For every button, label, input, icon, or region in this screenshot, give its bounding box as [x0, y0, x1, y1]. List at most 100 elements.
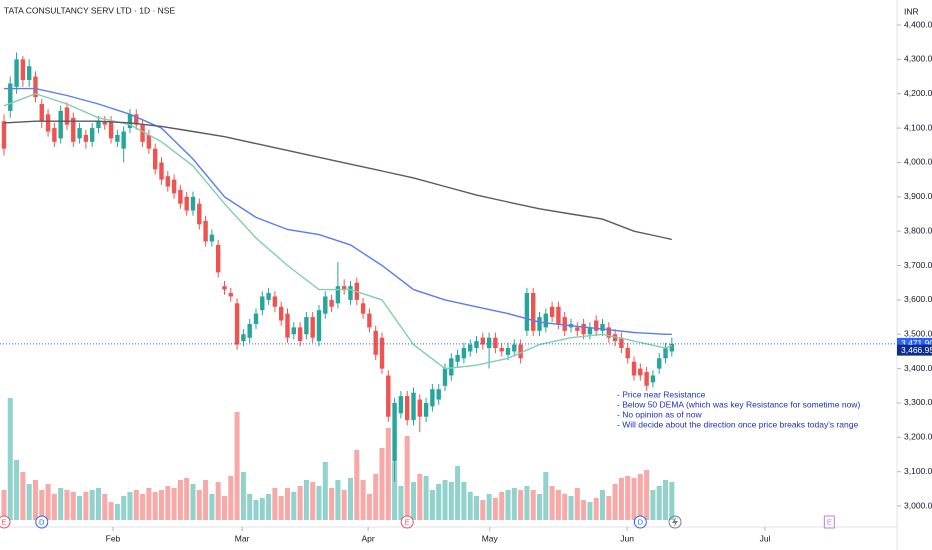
candle [184, 191, 189, 216]
y-tick-label: 4,300.00 [904, 54, 932, 64]
candle [102, 116, 107, 130]
candle [461, 342, 467, 364]
candle [71, 112, 76, 147]
candle-body [83, 134, 89, 142]
volume-bar [392, 462, 398, 520]
candle [631, 356, 637, 381]
candle [190, 191, 196, 216]
candle-body [360, 303, 366, 314]
candle-body [600, 323, 605, 331]
volume-bar [140, 494, 146, 520]
volume-bar [215, 482, 221, 520]
event-marker[interactable]: E [400, 515, 414, 529]
y-tick-label: 3,500.00 [904, 329, 932, 339]
moving-average-line [3, 120, 672, 241]
volume-bar [637, 474, 643, 520]
candle-body [594, 320, 599, 331]
volume-bar [656, 486, 662, 520]
candle [657, 353, 662, 374]
candle-body [467, 344, 473, 352]
candle-body [165, 176, 170, 187]
candle [297, 322, 303, 347]
candle [650, 370, 656, 388]
candle [505, 342, 511, 361]
candle [600, 318, 605, 336]
event-label: E [827, 517, 832, 526]
volume-bar [114, 504, 120, 520]
event-circle [633, 515, 647, 529]
event-marker[interactable]: D [633, 515, 647, 529]
candle [455, 349, 460, 367]
volume-bar [631, 478, 637, 520]
candle-body [8, 83, 13, 111]
volume-bar [108, 502, 114, 520]
candle-body [556, 306, 561, 324]
volume-bar [461, 482, 467, 520]
candle-body [367, 313, 372, 328]
candle [549, 301, 555, 323]
candle [26, 59, 32, 87]
candle-body [121, 131, 126, 149]
event-marker[interactable]: E [0, 515, 11, 529]
candle-body [518, 344, 523, 359]
event-marker[interactable]: D [35, 515, 49, 529]
candle [316, 305, 322, 347]
candle [165, 171, 170, 192]
volume-bar [209, 494, 215, 520]
volume-bar [297, 486, 303, 520]
candle-body [669, 343, 675, 352]
candle [134, 109, 139, 130]
candle-body [260, 296, 265, 311]
candle [398, 390, 404, 419]
event-circle [0, 515, 11, 529]
candle-body [190, 196, 196, 211]
candle-body [392, 402, 397, 462]
candle-body [562, 317, 567, 331]
volume-bar [77, 496, 83, 520]
volume-bar [127, 492, 133, 520]
candle-body [304, 317, 309, 335]
y-tick-label: 3,100.00 [904, 466, 932, 476]
annotation-line: - Below 50 DEMA (which was key Resistanc… [617, 399, 860, 409]
candle-body [587, 327, 593, 335]
volume-bar [360, 480, 366, 520]
lightning [672, 517, 678, 527]
candle [278, 301, 284, 326]
candle-body [549, 306, 555, 318]
candle [379, 332, 385, 374]
candle [52, 122, 57, 147]
volume-bar [221, 496, 228, 520]
candle [619, 332, 624, 354]
volume-bar [574, 488, 580, 520]
volume-bar [587, 502, 593, 520]
candle-body [71, 117, 76, 142]
candle-body [253, 313, 259, 324]
volume-bar [240, 472, 246, 520]
volume-bar [354, 450, 360, 520]
candle-body [531, 293, 536, 331]
candle [89, 122, 95, 147]
candle [417, 394, 423, 433]
candle-body [266, 293, 271, 300]
candle-body [14, 59, 19, 87]
volume-bar [543, 472, 549, 520]
candle-body [178, 189, 183, 204]
candle-body [146, 134, 152, 149]
candle [253, 308, 259, 330]
volume-bar [158, 490, 165, 520]
x-tick-label: Jul [760, 533, 771, 543]
candle-body [33, 76, 38, 98]
volume-bar [524, 486, 530, 520]
candle [575, 322, 580, 336]
candle-body [272, 296, 278, 307]
volume-bar [272, 488, 278, 520]
volume-bar [536, 494, 543, 520]
x-tick-label: Apr [362, 533, 375, 543]
event-marker[interactable]: E [823, 515, 835, 529]
volume-bar [284, 488, 291, 520]
y-tick-label: 3,000.00 [904, 500, 932, 510]
volume-bar [329, 488, 335, 520]
annotation-line: - No opinion as of now [617, 409, 702, 419]
volume-bar [347, 478, 354, 520]
candle-body [297, 327, 303, 342]
